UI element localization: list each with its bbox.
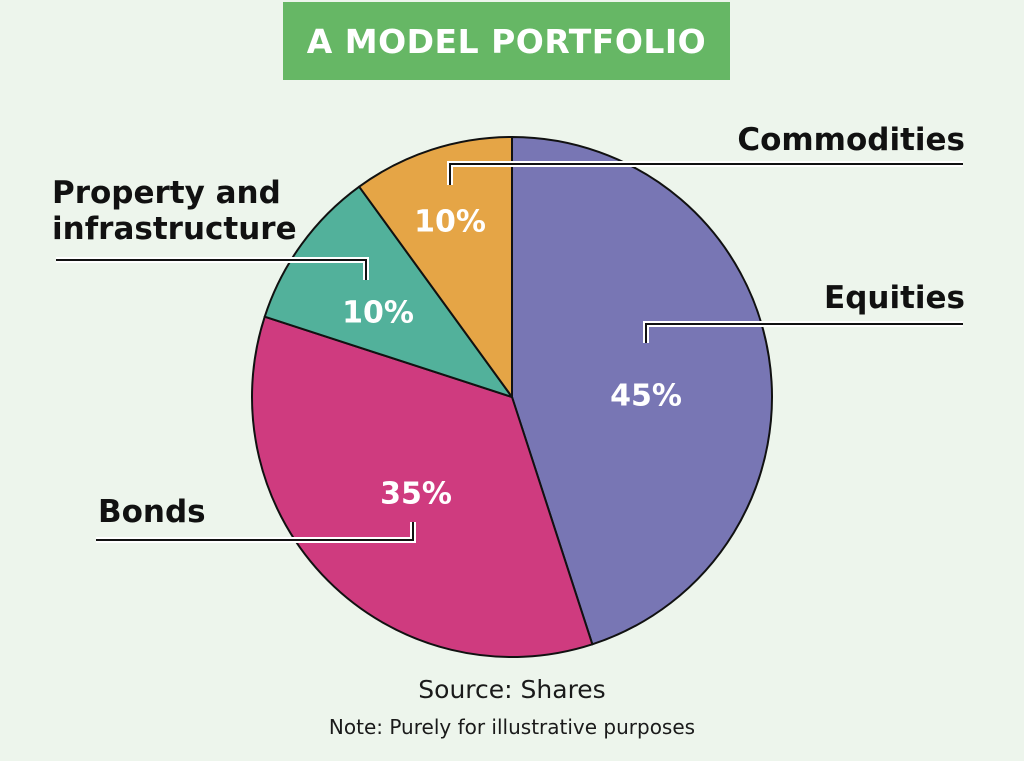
category-label: Commodities [737,122,965,158]
category-label: Equities [824,280,965,316]
pie-slice-property [263,185,513,398]
slice-value-label: 45% [610,379,682,414]
chart-title: A MODEL PORTFOLIO [283,2,730,80]
leader-line [96,522,414,541]
leader-line [645,323,963,343]
pie-slices [251,136,773,658]
slice-value-label: 10% [414,205,486,240]
leader-line [449,163,963,185]
category-label: Bonds [98,494,206,530]
note-text: Note: Purely for illustrative purposes [328,715,696,739]
pie-labels: 45% Equities 35% Bonds 10% Property and infras… [52,122,965,530]
pie-slice-bonds [251,315,594,658]
pie-slice-equities [511,136,773,646]
pie-slice-commodities [358,136,513,398]
slice-value-label: 35% [380,477,452,512]
source-text: Source: Shares [418,675,606,704]
slice-value-label: 10% [342,296,414,331]
leader-lines [56,161,963,543]
leader-line [56,259,367,280]
category-label: Property and infrastructure [52,175,297,247]
